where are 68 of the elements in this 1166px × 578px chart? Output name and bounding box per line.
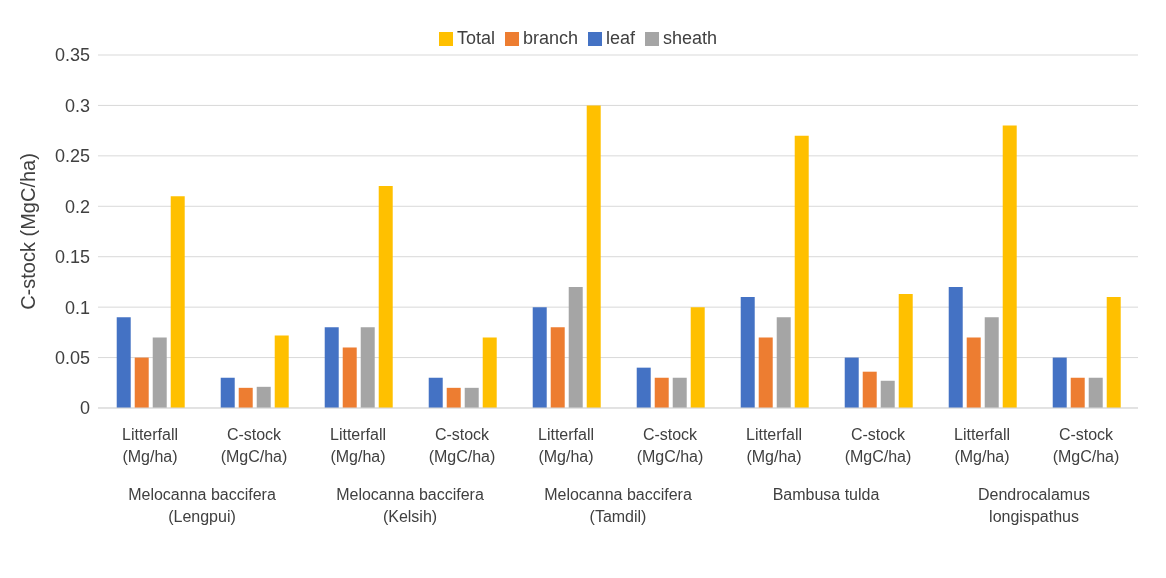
- text: Melocanna baccifera (Kelsih): [336, 486, 484, 525]
- bar: [568, 286, 583, 408]
- bar: [672, 377, 687, 408]
- legend-label: leaf: [606, 28, 636, 48]
- legend-label: Total: [456, 28, 495, 48]
- bar: [966, 337, 981, 408]
- y-axis-title: C-stock (MgC/ha): [17, 153, 40, 310]
- bar: [464, 387, 479, 408]
- text: Melocanna baccifera (Tamdil): [544, 486, 692, 525]
- bar: [428, 377, 443, 408]
- x-tick-label: Litterfall (Mg/ha): [329, 426, 387, 465]
- x-tick-label: C-stock (MgC/ha): [1052, 426, 1120, 465]
- y-tick-label: 0.15: [54, 247, 90, 268]
- bar: [654, 377, 669, 408]
- bar: [170, 196, 185, 408]
- bar: [446, 387, 461, 408]
- bar: [880, 380, 895, 408]
- y-tick-label: 0.2: [64, 196, 90, 217]
- x-tick-label: Litterfall (Mg/ha): [745, 426, 803, 465]
- text: Melocanna baccifera (Lengpui): [128, 486, 276, 525]
- bar: [862, 371, 877, 408]
- x-tick-label: C-stock (MgC/ha): [636, 426, 704, 465]
- bar: [360, 327, 375, 408]
- y-tick-label: 0.35: [54, 45, 90, 66]
- bar: [342, 347, 357, 408]
- x-tick-label: C-stock (MgC/ha): [844, 426, 912, 465]
- bar: [152, 337, 167, 408]
- y-tick-label: 0: [79, 398, 90, 419]
- bar: [1052, 357, 1067, 408]
- bar: [274, 335, 289, 408]
- legend-label: branch: [522, 28, 578, 48]
- bar: [220, 377, 235, 408]
- x-tick-label: C-stock (MgC/ha): [428, 426, 496, 465]
- x-tick-label: Litterfall (Mg/ha): [953, 426, 1011, 465]
- bar: [636, 367, 651, 408]
- legend-label: sheath: [663, 28, 718, 48]
- bar: [1106, 297, 1121, 408]
- bar: [1088, 377, 1103, 408]
- bar: [134, 357, 149, 408]
- text: Bambusa tulda: [772, 486, 880, 503]
- y-tick-label: 0.3: [64, 95, 90, 116]
- bar: [690, 307, 705, 408]
- bar: [586, 105, 601, 408]
- y-tick-label: 0.1: [64, 297, 90, 318]
- bar: [1002, 125, 1017, 408]
- bar: [844, 357, 859, 408]
- bar: [948, 286, 963, 408]
- bar: [256, 386, 271, 408]
- x-tick-label: Litterfall (Mg/ha): [537, 426, 595, 465]
- bar: [740, 297, 755, 408]
- bar: [116, 317, 131, 408]
- x-tick-label: C-stock (MgC/ha): [220, 426, 288, 465]
- y-tick-label: 0.25: [54, 146, 90, 167]
- bar: [238, 387, 253, 408]
- x-tick-label: Litterfall (Mg/ha): [121, 426, 179, 465]
- bar: [984, 317, 999, 408]
- bar: [794, 135, 809, 408]
- bar: [1070, 377, 1085, 408]
- y-tick-label: 0.05: [54, 347, 90, 368]
- bar: [776, 317, 791, 408]
- bar: [550, 327, 565, 408]
- bar: [378, 186, 393, 408]
- bar: [532, 307, 547, 408]
- bar: [324, 327, 339, 408]
- bar: [898, 294, 913, 408]
- text: Dendrocalamus longispathus: [977, 486, 1091, 525]
- bar: [758, 337, 773, 408]
- bar: [482, 337, 497, 408]
